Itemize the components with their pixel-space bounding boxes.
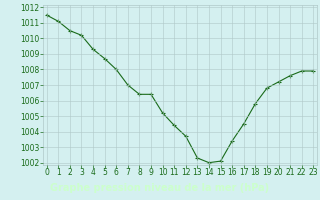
Text: Graphe pression niveau de la mer (hPa): Graphe pression niveau de la mer (hPa) <box>51 183 269 193</box>
